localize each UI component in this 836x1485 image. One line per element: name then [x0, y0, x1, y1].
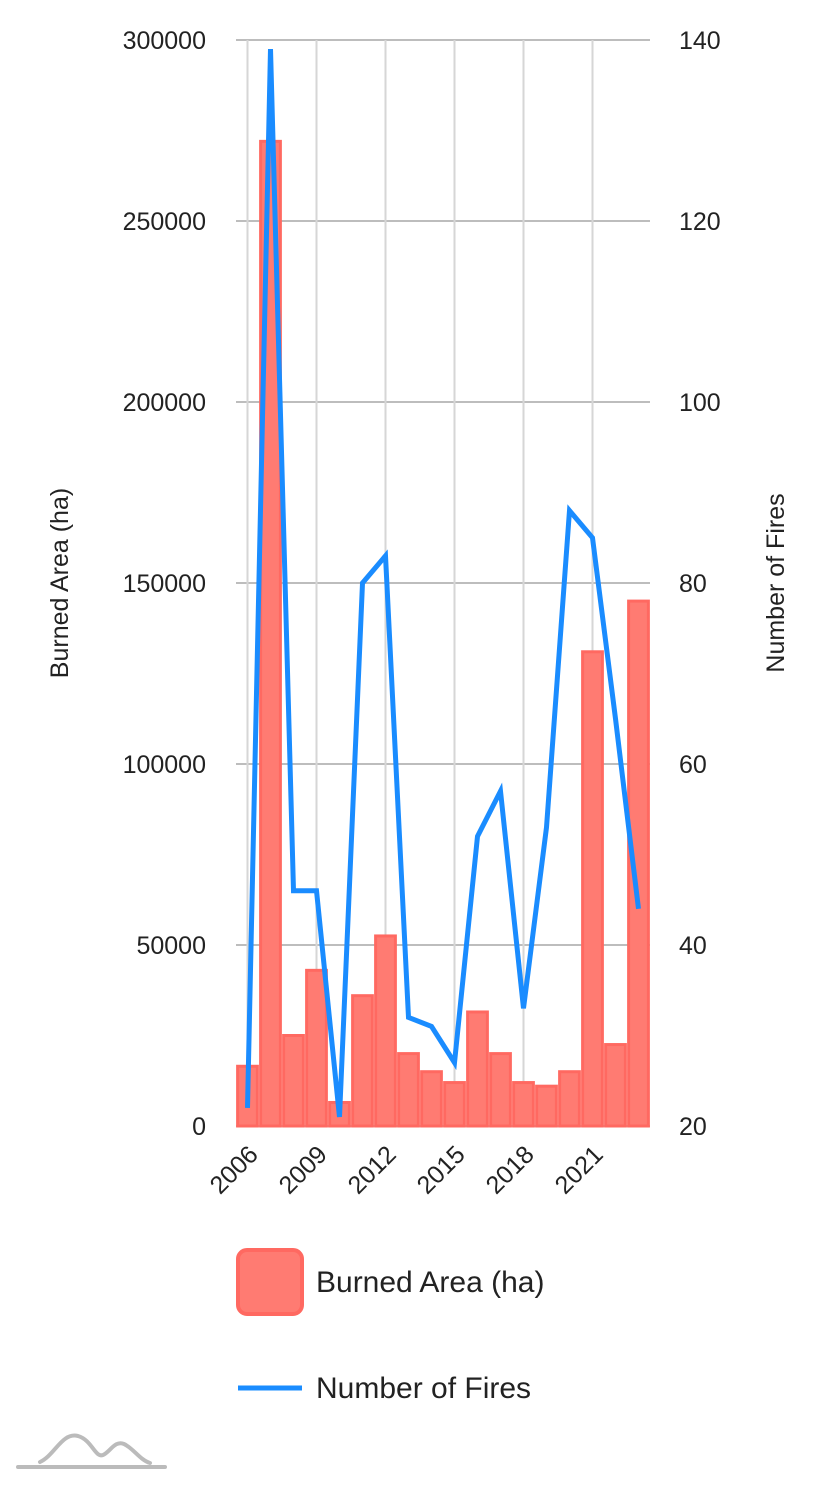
- bar-2011: [351, 994, 374, 1128]
- right-tick-label: 140: [679, 27, 721, 55]
- x-axis-ticks: 2006 2009 2012 2015 2018 2021: [205, 1140, 609, 1199]
- x-tick-label: 2009: [274, 1140, 333, 1199]
- bar-2021: [581, 650, 604, 1128]
- x-tick-label: 2021: [550, 1140, 609, 1199]
- number-of-fires-line: [245, 48, 641, 1118]
- bar-2012: [374, 934, 397, 1128]
- bar-2008: [282, 1034, 305, 1128]
- left-tick-label: 200000: [123, 389, 206, 417]
- legend: Burned Area (ha) Number of Fires: [236, 1248, 544, 1405]
- x-tick-label: 2015: [412, 1140, 471, 1199]
- burned-area-bars: [236, 139, 650, 1128]
- left-axis-title: Burned Area (ha): [46, 488, 74, 678]
- bar-2015: [443, 1081, 466, 1128]
- x-tick-label: 2006: [205, 1140, 264, 1199]
- right-tick-label: 100: [679, 389, 721, 417]
- right-tick-label: 80: [679, 570, 707, 598]
- bar-2009: [305, 968, 328, 1128]
- left-tick-label: 50000: [136, 932, 206, 960]
- right-axis-ticks: 20 40 60 80 100 120 140: [679, 27, 721, 1141]
- bar-2016: [466, 1010, 489, 1128]
- left-tick-label: 150000: [123, 570, 206, 598]
- x-tick-label: 2018: [481, 1140, 540, 1199]
- bar-2022: [604, 1043, 627, 1128]
- left-axis-ticks: 0 50000 100000 150000 200000 250000 300000: [123, 27, 206, 1141]
- bar-2013: [397, 1052, 420, 1128]
- bar-2014: [420, 1070, 443, 1128]
- bar-2020: [558, 1070, 581, 1128]
- number-of-fires-polyline: [245, 48, 641, 1118]
- left-tick-label: 100000: [123, 751, 206, 779]
- right-tick-label: 40: [679, 932, 707, 960]
- bar-2019: [535, 1084, 558, 1128]
- legend-label-number-of-fires: Number of Fires: [316, 1372, 531, 1405]
- mountain-logo-icon: [16, 1433, 167, 1469]
- right-tick-label: 120: [679, 208, 721, 236]
- legend-label-burned-area: Burned Area (ha): [316, 1266, 544, 1299]
- left-tick-label: 300000: [123, 27, 206, 55]
- left-tick-label: 0: [192, 1113, 206, 1141]
- bar-2018: [512, 1081, 535, 1128]
- right-tick-label: 60: [679, 751, 707, 779]
- bar-2023: [627, 599, 650, 1128]
- legend-swatch-burned-area: [236, 1248, 304, 1316]
- x-tick-label: 2012: [343, 1140, 402, 1199]
- right-axis-title: Number of Fires: [762, 493, 790, 672]
- bar-2017: [489, 1052, 512, 1128]
- left-tick-label: 250000: [123, 208, 206, 236]
- right-tick-label: 20: [679, 1113, 707, 1141]
